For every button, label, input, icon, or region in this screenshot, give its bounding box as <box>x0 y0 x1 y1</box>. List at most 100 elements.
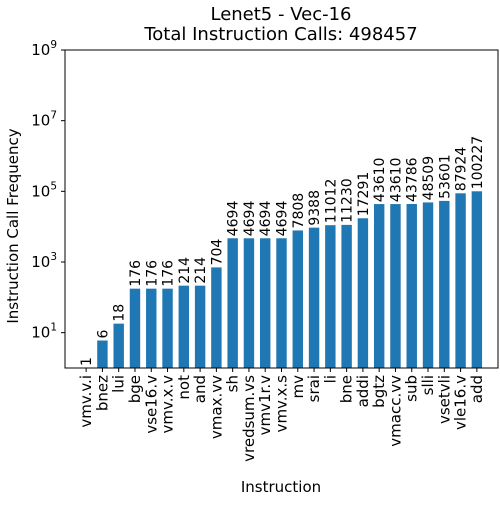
x-tick-label-vmv.x.v: vmv.x.v <box>159 375 177 434</box>
value-label-li: 11012 <box>323 179 339 224</box>
x-tick-label-bgtz: bgtz <box>370 375 388 408</box>
bar-vmax.vv <box>211 267 222 368</box>
bar-slli <box>422 202 434 368</box>
x-tick-label-vle16.v: vle16.v <box>452 375 470 430</box>
x-tick-label-srai: srai <box>305 375 323 402</box>
bar-addi <box>357 218 369 368</box>
y-tick-label-7: 107 <box>31 110 57 130</box>
y-tick-exponent: 7 <box>50 110 57 122</box>
x-tick-label-addi: addi <box>354 375 372 407</box>
bar-mv <box>292 230 303 368</box>
x-tick-label-vsetvli: vsetvli <box>435 375 453 424</box>
value-label-vmv.x.s: 4694 <box>275 201 291 237</box>
x-tick-label-add: add <box>468 375 486 403</box>
y-tick-label-1: 101 <box>31 322 57 342</box>
y-tick-exponent: 9 <box>50 39 57 51</box>
bar-srai <box>308 227 320 368</box>
x-tick-label-lui: lui <box>110 375 128 393</box>
y-tick-exponent: 1 <box>50 322 57 334</box>
y-tick-base: 10 <box>31 324 50 342</box>
x-tick-label-not: not <box>175 375 193 400</box>
value-label-srai: 9388 <box>307 190 323 226</box>
bar-bge <box>129 288 141 368</box>
y-tick-label-5: 105 <box>31 180 57 200</box>
value-label-bge: 176 <box>128 260 144 287</box>
value-label-slli: 48509 <box>421 156 437 201</box>
value-label-vsetvli: 53601 <box>437 154 453 199</box>
bar-vsetvli <box>439 200 450 368</box>
y-tick-base: 10 <box>31 112 50 130</box>
bar-vle16.v <box>455 193 466 368</box>
value-label-addi: 17291 <box>356 172 372 217</box>
x-tick-label-vse16.v: vse16.v <box>142 375 160 434</box>
y-tick-label-9: 109 <box>31 39 57 59</box>
x-tick-label-li: li <box>321 375 339 383</box>
value-label-vmv.v.i: 1 <box>79 357 95 366</box>
bar-bnez <box>97 340 108 368</box>
bar-bgtz <box>373 204 385 368</box>
x-tick-label-sh: sh <box>224 375 242 392</box>
x-tick-label-bge: bge <box>126 375 144 403</box>
value-label-vmacc.vv: 43610 <box>388 158 404 203</box>
bar-vse16.v <box>146 288 157 368</box>
bar-sub <box>406 204 417 368</box>
x-tick-label-bne: bne <box>338 375 356 403</box>
bar-and <box>194 285 206 368</box>
bar-vmv.x.s <box>276 238 287 368</box>
value-label-bgtz: 43610 <box>372 158 388 203</box>
bars <box>97 191 483 368</box>
x-tick-label-and: and <box>191 375 209 403</box>
x-tick-label-vmv1r.v: vmv1r.v <box>256 375 274 435</box>
plot-frame <box>64 49 499 369</box>
value-label-bne: 11230 <box>340 178 356 223</box>
x-tick-label-vmv.x.s: vmv.x.s <box>273 375 291 433</box>
value-label-vmv.x.v: 176 <box>161 260 177 287</box>
chart-title: Lenet5 - Vec-16 <box>210 4 351 25</box>
y-tick-base: 10 <box>31 253 50 271</box>
x-tick-label-mv: mv <box>289 375 307 399</box>
y-tick-exponent: 5 <box>50 180 57 192</box>
y-tick-base: 10 <box>31 182 50 200</box>
x-axis-ticks: vmv.v.ibnezluibgevse16.vvmv.x.vnotandvma… <box>77 368 486 462</box>
value-label-not: 214 <box>177 257 193 284</box>
y-tick-exponent: 3 <box>50 251 57 263</box>
x-tick-label-bnez: bnez <box>93 375 111 411</box>
x-tick-label-vmax.vv: vmax.vv <box>207 375 225 439</box>
y-axis-label: Instruction Call Frequency <box>4 128 22 323</box>
x-tick-label-vredsum.vs: vredsum.vs <box>240 375 258 462</box>
x-tick-label-vmacc.vv: vmacc.vv <box>386 375 404 447</box>
bar-bne <box>341 224 352 368</box>
value-label-vse16.v: 176 <box>144 260 160 287</box>
bar-vmv1r.v <box>260 238 271 368</box>
value-label-sub: 43786 <box>405 157 421 202</box>
value-label-sh: 4694 <box>226 201 242 237</box>
value-label-and: 214 <box>193 257 209 284</box>
value-label-vmax.vv: 704 <box>209 239 225 266</box>
x-tick-label-slli: slli <box>419 375 437 395</box>
x-axis-label: Instruction <box>241 478 321 496</box>
value-label-lui: 18 <box>112 304 128 322</box>
bar-lui <box>113 323 124 368</box>
y-tick-base: 10 <box>31 41 50 59</box>
x-tick-label-sub: sub <box>403 375 421 402</box>
bar-li <box>325 225 336 368</box>
bar-not <box>178 285 190 368</box>
bar-vmacc.vv <box>390 204 401 368</box>
value-label-add: 100227 <box>470 136 486 189</box>
bar-add <box>471 191 483 368</box>
y-tick-label-3: 103 <box>31 251 57 271</box>
bar-sh <box>227 238 238 368</box>
value-label-vle16.v: 87924 <box>454 147 470 192</box>
bar-vmv.x.v <box>162 288 173 368</box>
value-label-vredsum.vs: 4694 <box>242 201 258 237</box>
bar-vredsum.vs <box>243 238 255 368</box>
value-label-vmv1r.v: 4694 <box>258 201 274 237</box>
chart-subtitle: Total Instruction Calls: 498457 <box>143 24 417 45</box>
x-tick-label-vmv.v.i: vmv.v.i <box>77 375 95 428</box>
value-label-bnez: 6 <box>95 330 111 339</box>
value-label-mv: 7808 <box>291 193 307 229</box>
